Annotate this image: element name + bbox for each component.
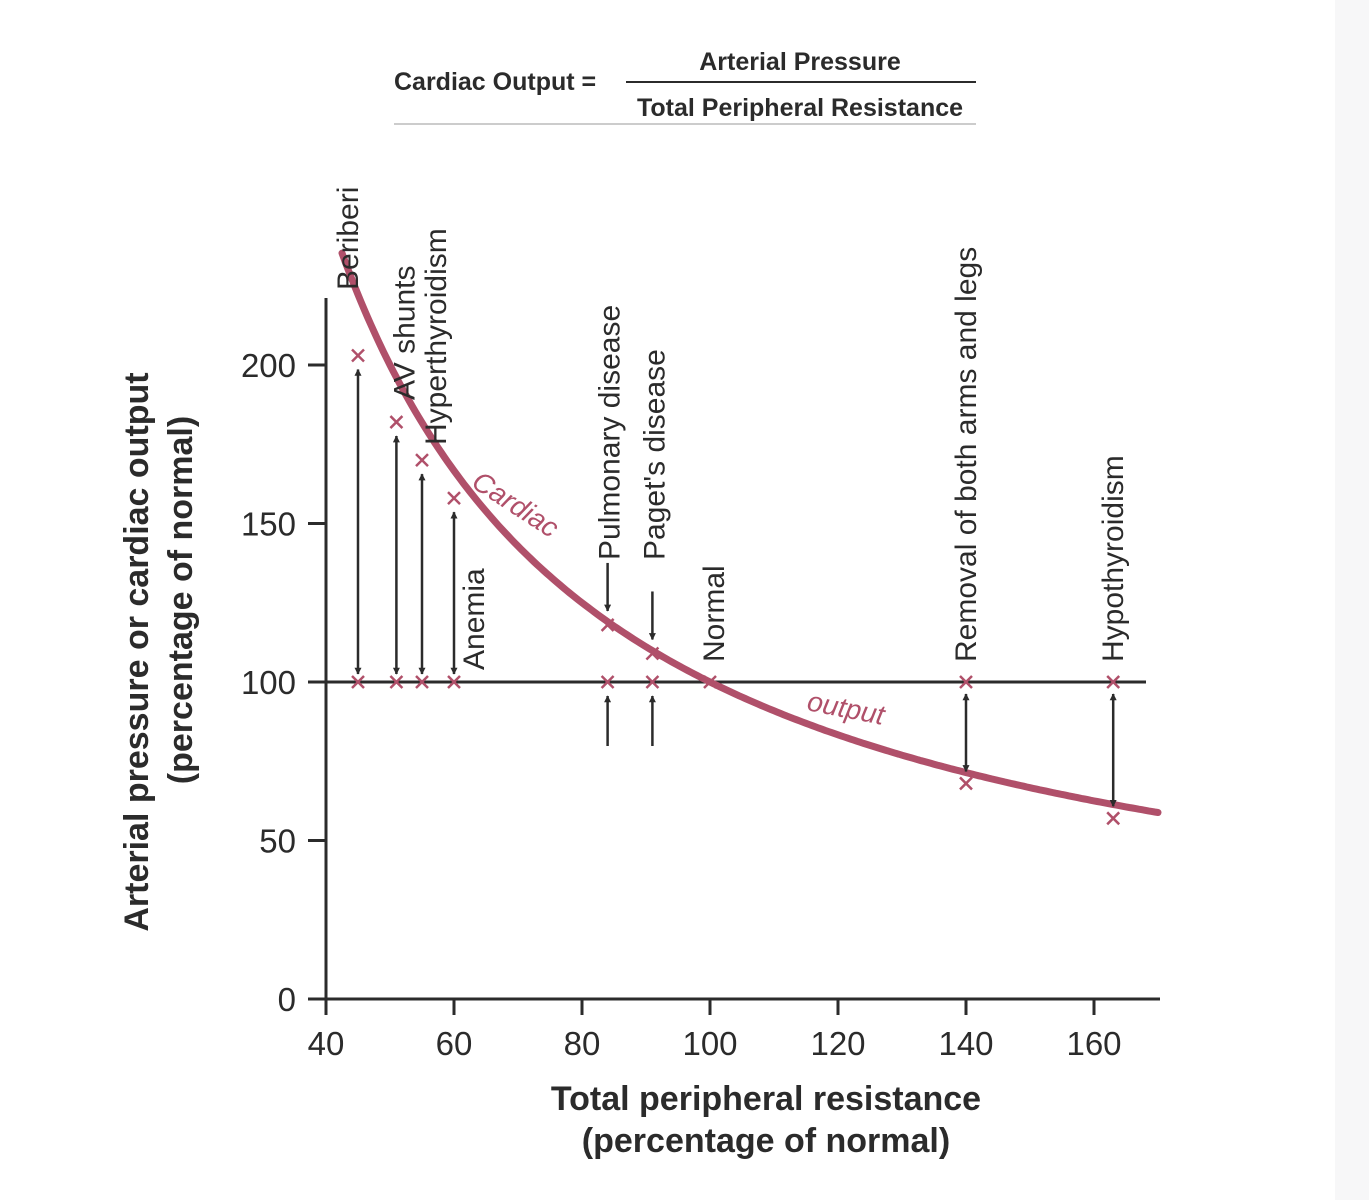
condition-label-beriberi: Beriberi xyxy=(332,187,365,290)
marker-pressure-hyperthyroidism-b xyxy=(415,675,429,689)
marker-co-hyperthyroidism-b xyxy=(415,453,429,467)
condition-label-pulmonary-disease: Pulmonary disease xyxy=(594,305,627,560)
marker-pressure-paget-s-disease xyxy=(645,675,660,689)
marker-pressure-pulmonary-disease xyxy=(600,675,615,689)
y-axis-title-line-2: (percentage of normal) xyxy=(162,416,200,784)
condition-label-av-shunts: AV shunts xyxy=(388,265,421,400)
marker-co-hypothyroidism xyxy=(1106,811,1121,826)
marker-pressure-anemia-b xyxy=(447,675,461,689)
marker-pressure-removal-of-both-arms-and-legs-b xyxy=(959,675,973,689)
x-axis-title-line-1: Total peripheral resistance xyxy=(551,1080,981,1118)
condition-label-anemia: Anemia xyxy=(458,568,491,670)
page-edge-strip xyxy=(1335,0,1369,1200)
marker-pressure-av-shunts xyxy=(389,675,404,689)
marker-pressure-hypothyroidism xyxy=(1106,675,1121,689)
marker-co-av-shunts-b xyxy=(389,415,404,429)
marker-co-av-shunts xyxy=(389,415,404,429)
formula-numerator: Arterial Pressure xyxy=(699,48,901,76)
marker-pressure-paget-s-disease-b xyxy=(645,675,660,689)
marker-co-paget-s-disease-b xyxy=(645,646,660,661)
marker-co-paget-s-disease xyxy=(645,646,660,661)
marker-pressure-normal xyxy=(703,675,717,689)
marker-co-removal-of-both-arms-and-legs xyxy=(959,776,973,791)
marker-pressure-beriberi-b xyxy=(351,675,365,689)
x-tick-label-160: 160 xyxy=(1066,1025,1121,1062)
marker-co-anemia-b xyxy=(447,491,461,506)
formula: Cardiac Output = Arterial Pressure Total… xyxy=(394,48,976,125)
x-axis-ticks: 40 60 80 100 120 140 160 xyxy=(308,999,1122,1062)
marker-co-hyperthyroidism xyxy=(415,453,429,467)
y-axis-title-line-1: Arterial pressure or cardiac output xyxy=(118,372,156,931)
marker-pressure-anemia xyxy=(447,675,461,689)
marker-pressure-hypothyroidism-b xyxy=(1106,675,1121,689)
marker-co-pulmonary-disease xyxy=(600,618,615,632)
y-tick-label-0: 0 xyxy=(278,981,296,1018)
marker-co-anemia xyxy=(447,491,461,506)
marker-co-beriberi-b xyxy=(351,348,365,363)
x-tick-label-140: 140 xyxy=(938,1025,993,1062)
y-tick-label-200: 200 xyxy=(241,347,296,384)
condition-label-hypothyroidism: Hypothyroidism xyxy=(1097,455,1130,662)
condition-markers xyxy=(351,348,1121,826)
y-tick-label-50: 50 xyxy=(259,823,296,860)
condition-label-hyperthyroidism: Hyperthyroidism xyxy=(420,228,453,445)
cardiac-output-curve xyxy=(338,249,1162,816)
x-axis-title-line-2: (percentage of normal) xyxy=(582,1122,950,1160)
y-axis-title: Arterial pressure or cardiac output (per… xyxy=(118,372,200,931)
x-tick-label-40: 40 xyxy=(308,1025,345,1062)
x-tick-label-120: 120 xyxy=(810,1025,865,1062)
marker-pressure-removal-of-both-arms-and-legs xyxy=(959,675,973,689)
formula-denominator: Total Peripheral Resistance xyxy=(637,94,963,122)
y-axis-ticks: 0 50 100 150 200 xyxy=(241,347,326,1018)
marker-pressure-pulmonary-disease-b xyxy=(600,675,615,689)
x-tick-label-60: 60 xyxy=(436,1025,473,1062)
marker-pressure-normal-b xyxy=(703,675,717,689)
marker-pressure-beriberi xyxy=(351,675,365,689)
x-tick-label-80: 80 xyxy=(564,1025,601,1062)
y-tick-label-150: 150 xyxy=(241,506,296,543)
condition-arrows xyxy=(354,368,1117,808)
marker-co-beriberi xyxy=(351,348,365,363)
marker-pressure-av-shunts-b xyxy=(389,675,404,689)
formula-lhs: Cardiac Output = xyxy=(394,68,596,96)
marker-co-removal-of-both-arms-and-legs-b xyxy=(959,776,973,791)
x-axis-title: Total peripheral resistance (percentage … xyxy=(551,1080,981,1160)
condition-label-normal: Normal xyxy=(698,565,731,662)
condition-label-removal-of-both-arms-and-legs: Removal of both arms and legs xyxy=(950,247,983,662)
marker-pressure-hyperthyroidism xyxy=(415,675,429,689)
x-tick-label-100: 100 xyxy=(682,1025,737,1062)
y-tick-label-100: 100 xyxy=(241,664,296,701)
marker-co-pulmonary-disease-b xyxy=(600,618,615,632)
marker-co-hypothyroidism-b xyxy=(1106,811,1121,826)
condition-label-paget-s-disease: Paget's disease xyxy=(638,349,671,560)
